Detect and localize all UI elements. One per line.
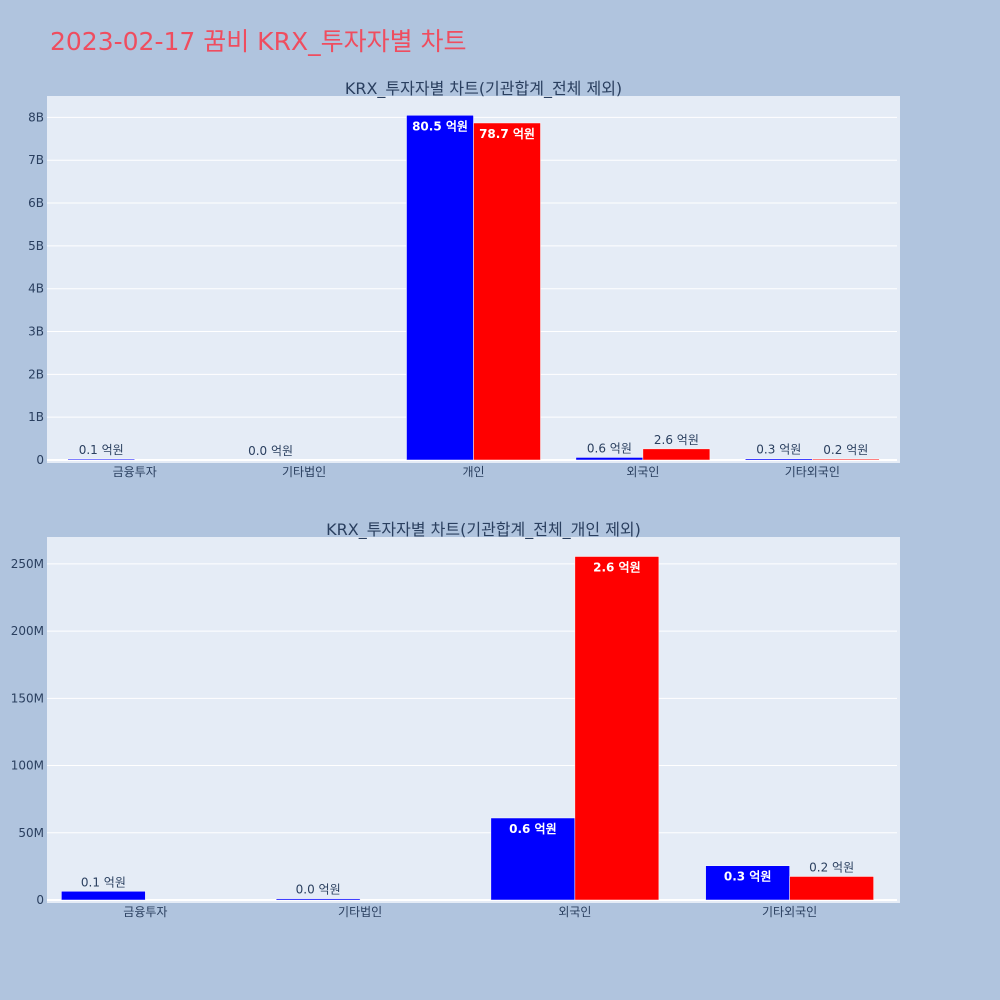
y-tick-label: 7B: [28, 153, 44, 167]
y-tick-label: 0: [36, 893, 44, 907]
y-tick-label: 1B: [28, 410, 44, 424]
y-tick-label: 3B: [28, 325, 44, 339]
chart-1: 0 1B 2B 3B 4B 5B 6B 7B 8B KRX_투자자별 차트(기관합계_전체 제외)…: [28, 79, 900, 479]
data-label: 2.6 억원: [593, 560, 641, 574]
plot-area: [47, 537, 900, 903]
bar: [575, 457, 644, 461]
main-title: 2023-02-17 꿈비 KRX_투자자별 차트: [50, 27, 467, 56]
x-tick-label: 기타법인: [338, 905, 382, 919]
bar: [473, 122, 541, 461]
y-tick-label: 50M: [18, 826, 44, 840]
bar: [61, 891, 146, 901]
bar: [642, 448, 711, 461]
data-label: 0.1 억원: [81, 875, 126, 889]
bar: [406, 115, 474, 461]
subplot-title: KRX_투자자별 차트(기관합계_전체_개인 제외): [326, 520, 641, 540]
data-label: 0.2 억원: [809, 860, 854, 874]
y-tick-label: 250M: [11, 557, 44, 571]
y-tick-label: 200M: [11, 624, 44, 638]
bar: [574, 556, 660, 901]
bar: [67, 458, 135, 461]
data-label: 0.6 억원: [509, 822, 557, 836]
data-label: 80.5 억원: [412, 119, 468, 133]
y-tick-label: 5B: [28, 239, 44, 253]
bar: [812, 458, 880, 461]
data-label: 0.0 억원: [248, 444, 293, 458]
x-tick-label: 금융투자: [123, 905, 167, 919]
x-tick-label: 기타외국인: [785, 465, 840, 479]
data-label: 0.3 억원: [756, 443, 801, 457]
x-tick-label: 기타외국인: [762, 905, 817, 919]
x-tick-label: 외국인: [626, 465, 659, 479]
data-label: 0.2 억원: [823, 443, 868, 457]
chart-2: 0 50M 100M 150M 200M 250M KRX_투자자별 차트(기관합계_전체_…: [11, 520, 900, 919]
data-label: 2.6 억원: [654, 433, 699, 447]
y-tick-label: 0: [36, 453, 44, 467]
data-label: 0.0 억원: [296, 883, 341, 897]
y-tick-label: 150M: [11, 691, 44, 705]
data-label: 0.6 억원: [587, 441, 632, 455]
x-tick-label: 개인: [462, 465, 484, 479]
subplot-title: KRX_투자자별 차트(기관합계_전체 제외): [345, 79, 622, 99]
y-tick-label: 6B: [28, 196, 44, 210]
x-tick-label: 외국인: [558, 905, 591, 919]
y-tick-label: 8B: [28, 110, 44, 124]
data-label: 0.1 억원: [79, 443, 124, 457]
data-label: 0.3 억원: [724, 870, 772, 884]
y-tick-label: 100M: [11, 759, 44, 773]
bar: [789, 876, 874, 901]
bar: [275, 898, 361, 901]
data-label: 78.7 억원: [479, 127, 535, 141]
x-tick-label: 금융투자: [113, 465, 157, 479]
y-tick-label: 4B: [28, 282, 44, 296]
y-tick-label: 2B: [28, 367, 44, 381]
x-tick-label: 기타법인: [282, 465, 326, 479]
bar: [745, 458, 813, 461]
